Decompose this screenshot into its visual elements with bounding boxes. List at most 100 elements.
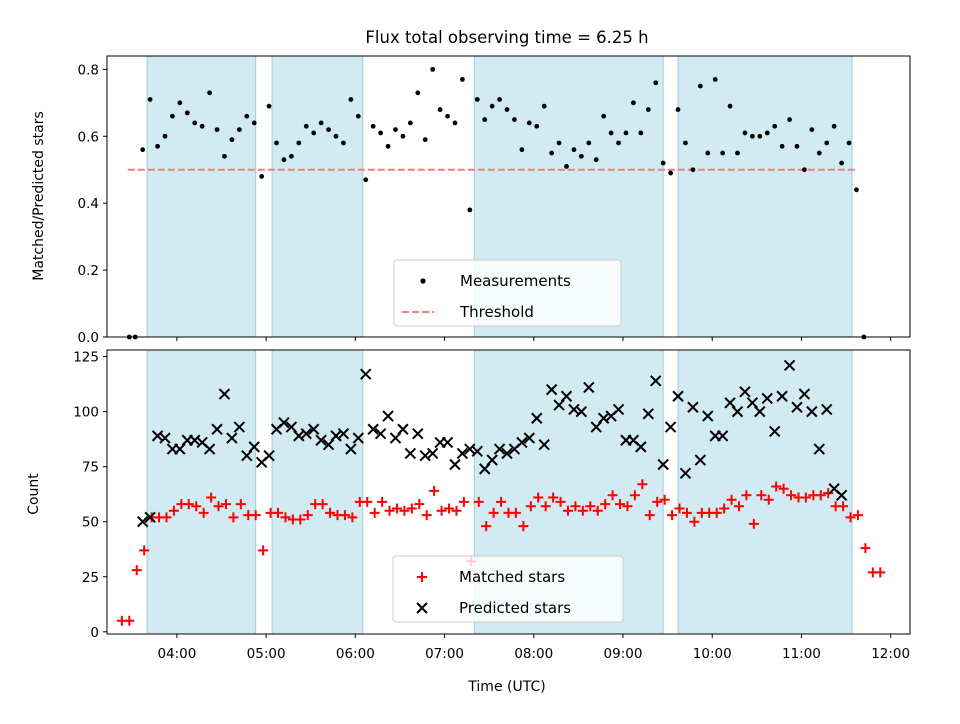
predicted-star-point: [233, 421, 246, 433]
bottom-y-tick-label: 25: [82, 570, 99, 586]
predicted-star-point: [791, 401, 803, 413]
matched-star-point: [183, 499, 194, 510]
measurement-point: [549, 150, 555, 156]
matched-star-point: [674, 503, 685, 514]
predicted-star-point: [203, 443, 216, 455]
measurement-point: [712, 77, 718, 82]
matched-star-point: [488, 507, 499, 518]
measurement-point: [645, 107, 651, 112]
matched-star-point: [235, 499, 246, 510]
predicted-star-point: [456, 447, 469, 460]
predicted-star-point: [278, 416, 290, 429]
measurement-point: [147, 97, 153, 102]
matched-star-point: [369, 507, 380, 518]
measurement-point: [697, 83, 703, 89]
predicted-star-point: [352, 432, 365, 444]
measurement-point: [244, 113, 250, 119]
predicted-star-point: [315, 434, 327, 446]
matched-star-point: [756, 490, 767, 501]
bottom-y-axis-label: Count: [26, 473, 42, 515]
matched-star-point: [228, 512, 239, 523]
measurement-point: [608, 130, 614, 136]
matched-star-point: [444, 503, 455, 514]
measurement-point: [460, 77, 465, 82]
measurement-point: [787, 117, 792, 122]
matched-star-point: [860, 543, 871, 554]
measurement-point: [779, 143, 785, 149]
predicted-star-point: [493, 443, 506, 455]
top-y-tick-label: 0.4: [78, 196, 99, 212]
x-tick-label: 10:00: [693, 646, 732, 662]
predicted-star-point: [635, 441, 647, 453]
top-panel: 0.0 0.2 0.4 0.6 0.8 Flux total observing tim…: [31, 28, 911, 346]
matched-star-point: [733, 501, 744, 512]
predicted-star-point: [248, 441, 260, 453]
measurement-point: [259, 174, 265, 179]
measurement-point: [578, 153, 584, 159]
matched-star-point: [220, 499, 231, 510]
measurement-point: [378, 130, 384, 136]
measurement-point: [601, 113, 607, 119]
predicted-star-point: [835, 489, 848, 502]
matched-star-point: [213, 501, 224, 512]
matched-star-point: [414, 499, 425, 510]
predicted-star-point: [367, 423, 379, 435]
predicted-star-point: [523, 432, 536, 444]
predicted-star-point: [538, 438, 550, 451]
predicted-star-point: [731, 405, 744, 418]
legend-matched-marker: [417, 572, 427, 582]
measurement-point: [497, 97, 502, 102]
predicted-star-point: [657, 458, 669, 471]
predicted-star-point: [545, 383, 558, 396]
predicted-stars-points: [136, 359, 848, 528]
measurement-point: [831, 123, 837, 129]
predicted-star-point: [360, 368, 372, 380]
measurement-point: [541, 103, 547, 109]
matched-star-point: [436, 505, 447, 516]
measurement-point: [683, 140, 688, 146]
matched-star-point: [273, 507, 284, 518]
chart-title: Flux total observing time = 6.25 h: [365, 28, 648, 47]
measurement-point: [170, 113, 175, 119]
measurement-point: [735, 150, 740, 156]
predicted-star-point: [575, 405, 588, 418]
matched-star-point: [748, 518, 759, 529]
measurement-point: [296, 140, 302, 146]
matched-star-point: [525, 501, 536, 512]
predicted-star-point: [531, 412, 543, 424]
matched-star-point: [317, 499, 328, 510]
matched-star-point: [577, 505, 588, 516]
matched-star-point: [845, 512, 856, 523]
measurement-point: [311, 130, 317, 136]
matched-star-point: [644, 510, 655, 521]
predicted-star-point: [412, 427, 424, 440]
matched-star-point: [800, 492, 811, 503]
measurement-point: [660, 160, 666, 166]
observing-window-band: [272, 350, 363, 634]
measurement-point: [236, 127, 242, 132]
measurement-point: [854, 187, 859, 193]
bottom-x-ticks: 04:00 05:00 06:00 07:00 08:00 09:00 10:00 11:00…: [157, 634, 910, 662]
matched-star-point: [258, 545, 269, 556]
measurement-point: [400, 133, 406, 139]
measurement-point: [556, 140, 562, 146]
bottom-axes-frame: [106, 349, 911, 635]
measurement-point: [288, 153, 294, 159]
bottom-y-tick-label: 100: [73, 405, 99, 421]
matched-star-point: [659, 494, 670, 505]
predicted-star-point: [449, 458, 461, 471]
matched-star-point: [250, 510, 261, 521]
matched-star-point: [629, 490, 640, 501]
matched-star-point: [339, 510, 350, 521]
top-y-tick-label: 0.8: [78, 62, 99, 78]
measurement-point: [229, 137, 235, 143]
matched-star-point: [429, 485, 440, 496]
measurement-point: [214, 127, 220, 132]
measurement-point: [140, 147, 146, 153]
matched-star-point: [875, 567, 886, 578]
matched-star-point: [637, 479, 648, 490]
matched-star-point: [763, 494, 774, 505]
predicted-star-point: [307, 423, 320, 435]
measurement-point: [333, 133, 339, 139]
